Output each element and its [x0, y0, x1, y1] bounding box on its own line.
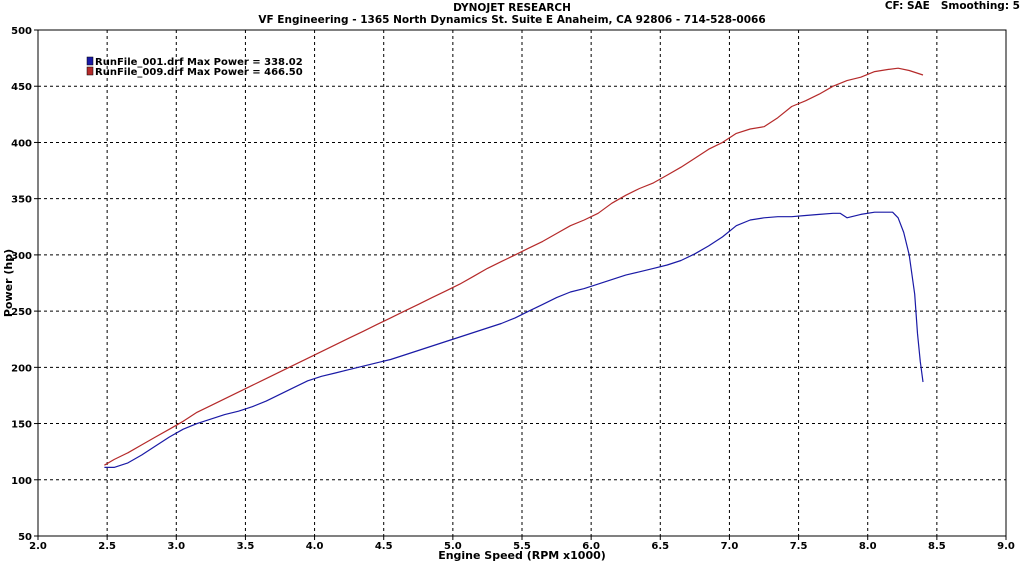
x-tick-label: 6.5: [651, 541, 669, 552]
correction-factor: CF: SAE: [884, 0, 930, 12]
x-tick-label: 3.0: [167, 541, 185, 552]
x-tick-label: 6.0: [582, 541, 600, 552]
y-tick-label: 50: [18, 532, 32, 543]
x-tick-label: 9.0: [997, 541, 1015, 552]
y-tick-label: 300: [11, 251, 32, 262]
grid-lines: [38, 30, 1006, 536]
y-tick-label: 450: [11, 82, 32, 93]
legend-swatch: [86, 56, 94, 66]
correction-info: CF: SAE Smoothing: 5: [885, 0, 1020, 12]
legend-entry: RunFile_001.drf Max Power = 338.02: [95, 57, 303, 68]
x-tick-label: 2.0: [29, 541, 47, 552]
y-tick-label: 350: [11, 195, 32, 206]
x-tick-label: 5.5: [513, 541, 531, 552]
legend-entry: RunFile_009.drf Max Power = 466.50: [95, 67, 303, 78]
series-lines: [104, 67, 924, 468]
x-tick-label: 4.0: [306, 541, 324, 552]
y-tick-label: 500: [11, 26, 32, 37]
x-tick-label: 2.5: [98, 541, 116, 552]
x-tick-label: 4.5: [375, 541, 393, 552]
series-line-2: [104, 67, 924, 466]
y-tick-label: 150: [11, 420, 32, 431]
legend-swatch: [86, 66, 94, 76]
x-tick-label: 7.0: [721, 541, 739, 552]
y-axis-label: Power (hp): [2, 249, 15, 317]
y-tick-label: 400: [11, 138, 32, 149]
legend: RunFile_001.drf Max Power = 338.02RunFil…: [86, 56, 303, 78]
x-tick-label: 7.5: [790, 541, 808, 552]
y-tick-label: 200: [11, 363, 32, 374]
x-axis-label: Engine Speed (RPM x1000): [438, 549, 606, 561]
x-tick-label: 8.0: [859, 541, 877, 552]
chart-subtitle: VF Engineering - 1365 North Dynamics St.…: [258, 14, 766, 26]
y-tick-label: 100: [11, 476, 32, 487]
x-tick-label: 3.5: [237, 541, 255, 552]
x-axis: 2.0 2.5 3.0 3.5 4.0 4.5 5.0 5.5 6.0 6.5 7.0 7.5 8.0 8…: [29, 536, 1015, 552]
x-tick-label: 5.0: [444, 541, 462, 552]
chart-title: DYNOJET RESEARCH: [453, 2, 571, 14]
y-axis: 50 100 150 200 250 300 350 400 450 500: [11, 26, 38, 543]
series-line-1: [104, 211, 924, 468]
y-tick-label: 250: [11, 307, 32, 318]
x-tick-label: 8.5: [928, 541, 946, 552]
smoothing-level: Smoothing: 5: [940, 0, 1020, 12]
